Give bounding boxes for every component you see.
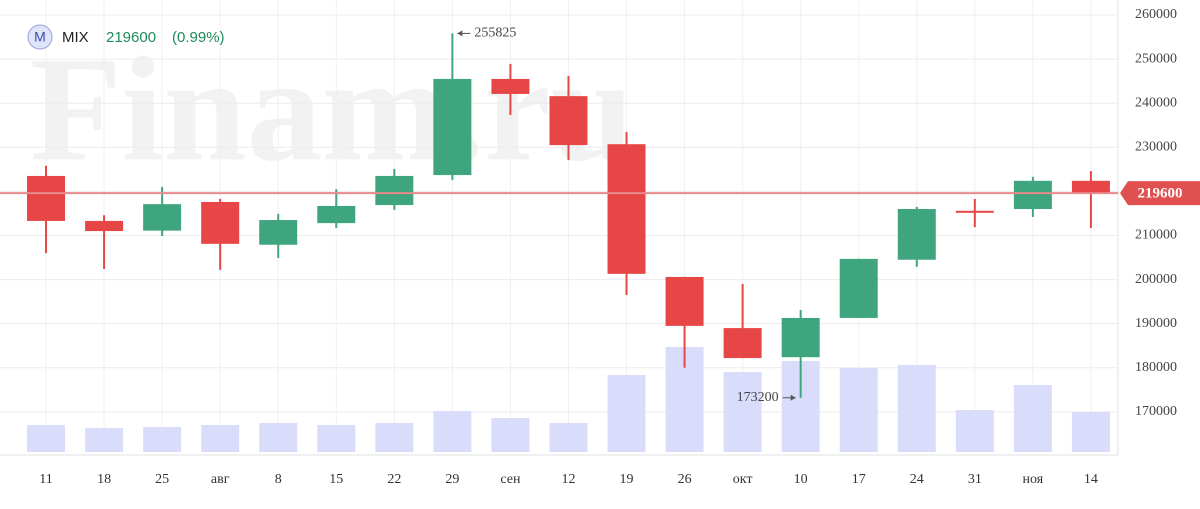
candle-body bbox=[27, 175, 66, 221]
y-tick-label: 170000 bbox=[1135, 404, 1177, 419]
candle-body bbox=[839, 258, 878, 318]
candle-body bbox=[143, 204, 182, 231]
volume-bar bbox=[259, 423, 298, 452]
candle-body bbox=[607, 144, 646, 274]
candle-body bbox=[723, 328, 762, 359]
candle-body bbox=[897, 209, 936, 260]
candle-body bbox=[85, 220, 124, 232]
x-tick-label: 31 bbox=[968, 472, 982, 487]
symbol-icon bbox=[27, 24, 53, 50]
volume-bar bbox=[433, 411, 472, 452]
annotation-arrowhead bbox=[790, 394, 796, 401]
volume-bar bbox=[1071, 412, 1110, 452]
x-tick-label: 29 bbox=[445, 472, 459, 487]
volume-bar bbox=[897, 365, 936, 452]
volume-bar bbox=[143, 427, 182, 452]
annotation-arrowhead bbox=[457, 30, 463, 37]
volume-bar bbox=[201, 425, 240, 452]
candle-body bbox=[549, 96, 588, 146]
header-change: (0.99%) bbox=[172, 29, 225, 46]
candle-body bbox=[201, 201, 240, 244]
candle-body bbox=[1071, 180, 1110, 194]
x-tick-label: авг bbox=[211, 472, 230, 487]
x-tick-label: 19 bbox=[620, 472, 634, 487]
x-tick-label: сен bbox=[500, 472, 521, 487]
y-tick-label: 260000 bbox=[1135, 7, 1177, 22]
x-tick-label: 25 bbox=[155, 472, 169, 487]
candle-body bbox=[259, 220, 298, 245]
x-tick-label: окт bbox=[733, 472, 753, 487]
volume-bar bbox=[85, 428, 124, 452]
candle-body bbox=[375, 175, 414, 206]
y-tick-label: 190000 bbox=[1135, 316, 1177, 331]
candle-body bbox=[317, 205, 356, 224]
candle-body bbox=[433, 78, 472, 176]
x-tick-label: 15 bbox=[329, 472, 343, 487]
x-tick-label: 12 bbox=[561, 472, 575, 487]
x-tick-label: 8 bbox=[275, 472, 282, 487]
volume-bar bbox=[549, 423, 588, 452]
volume-bar bbox=[375, 423, 414, 452]
x-tick-label: ноя bbox=[1023, 472, 1044, 487]
volume-bar bbox=[491, 418, 530, 452]
volume-bar bbox=[607, 375, 646, 452]
candle-body bbox=[781, 317, 820, 358]
volume-bar bbox=[955, 410, 994, 452]
volume-bar bbox=[839, 368, 878, 452]
y-tick-label: 180000 bbox=[1135, 360, 1177, 375]
y-tick-label: 250000 bbox=[1135, 51, 1177, 66]
symbol-icon-letter: M bbox=[34, 29, 46, 45]
x-tick-label: 26 bbox=[678, 472, 692, 487]
x-tick-label: 14 bbox=[1084, 472, 1098, 487]
x-tick-label: 10 bbox=[794, 472, 808, 487]
volume-bar bbox=[1013, 385, 1052, 452]
watermark: Finam.ru bbox=[30, 26, 634, 192]
y-tick-label: 200000 bbox=[1135, 272, 1177, 287]
y-tick-label: 230000 bbox=[1135, 140, 1177, 155]
y-tick-label: 210000 bbox=[1135, 228, 1177, 243]
candle-body bbox=[955, 210, 994, 213]
symbol-name: MIX bbox=[62, 29, 89, 46]
volume-bar bbox=[317, 425, 356, 452]
last-price-label: 219600 bbox=[1138, 186, 1183, 202]
x-tick-label: 22 bbox=[387, 472, 401, 487]
x-tick-label: 18 bbox=[97, 472, 111, 487]
x-tick-label: 24 bbox=[910, 472, 924, 487]
candle-body bbox=[491, 78, 530, 94]
y-tick-label: 240000 bbox=[1135, 95, 1177, 110]
candle-body bbox=[665, 276, 704, 326]
x-tick-label: 11 bbox=[39, 472, 52, 487]
candle-body bbox=[1013, 180, 1052, 210]
volume-bar bbox=[723, 372, 762, 452]
low-annotation: 173200 bbox=[737, 390, 779, 405]
high-annotation: 255825 bbox=[474, 26, 516, 41]
last-price-tag bbox=[1120, 181, 1200, 206]
header-price: 219600 bbox=[106, 29, 156, 46]
volume-bar bbox=[27, 425, 66, 452]
x-tick-label: 17 bbox=[852, 472, 866, 487]
